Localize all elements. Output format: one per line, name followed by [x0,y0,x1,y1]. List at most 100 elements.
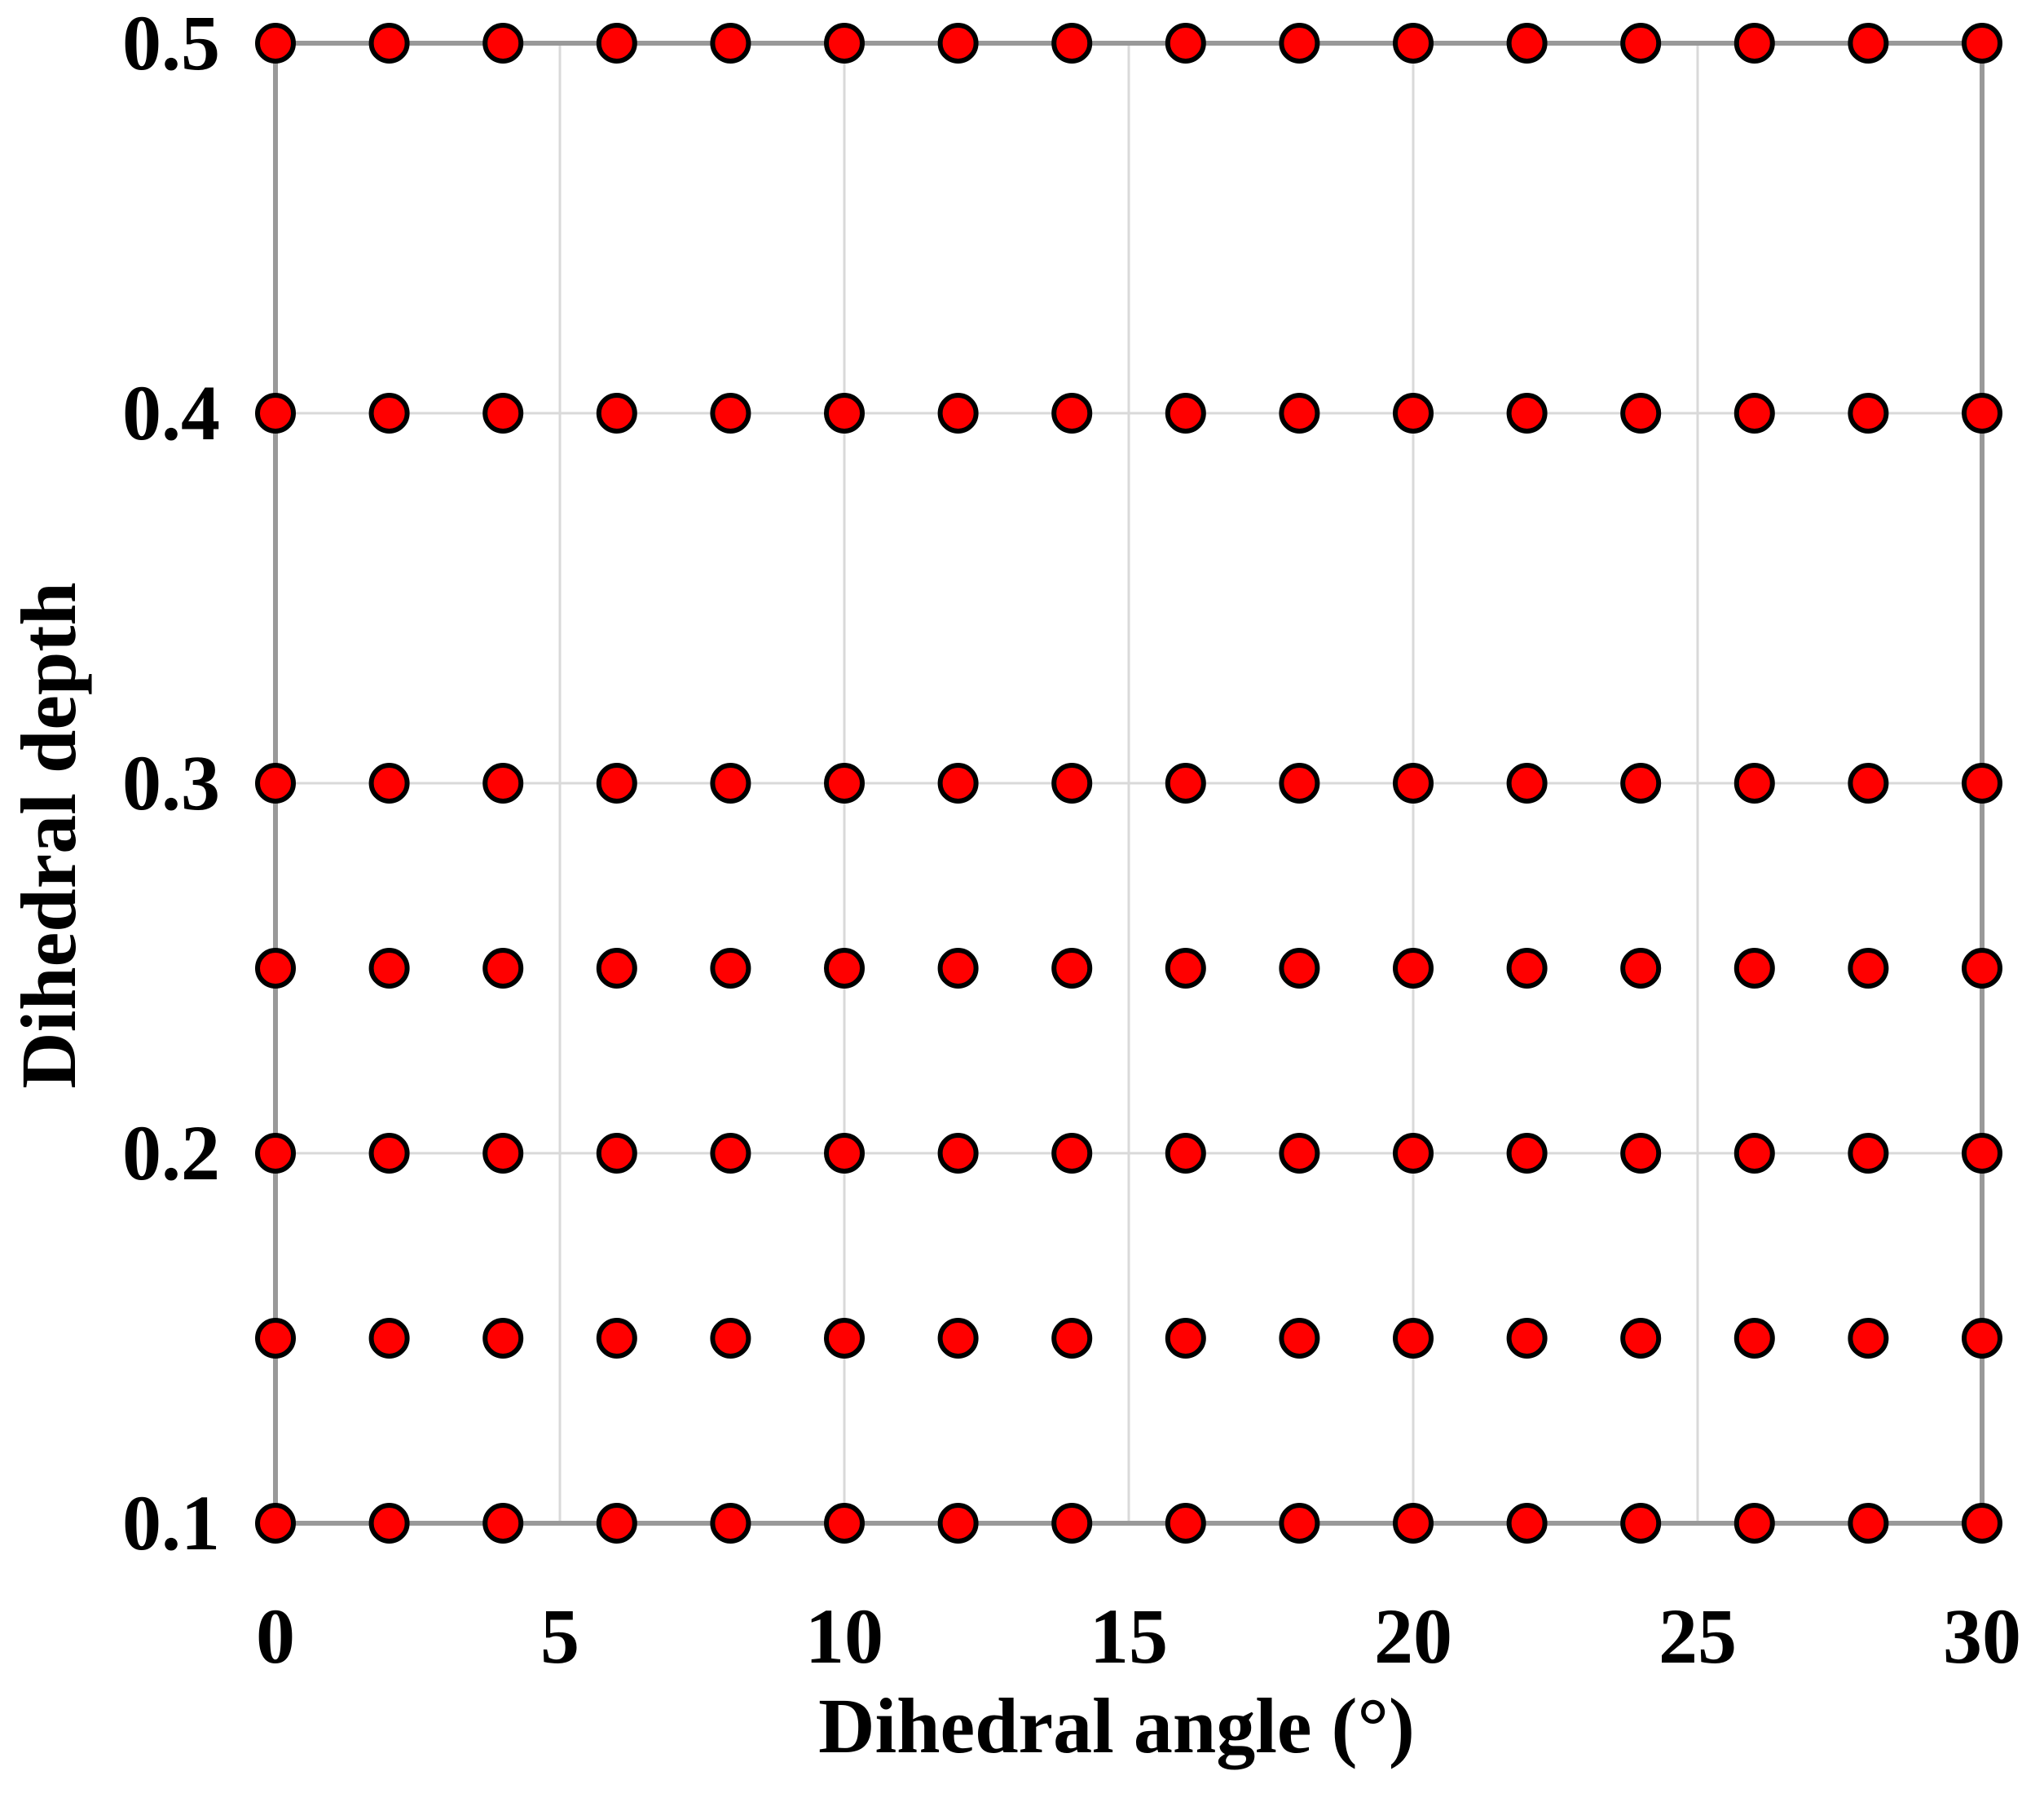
y-tick-label-0: 0.1 [122,1479,220,1566]
data-point-7-6 [1051,23,1093,64]
data-point-7-0 [1051,1503,1093,1544]
data-point-4-4 [710,763,751,804]
data-point-1-6 [368,23,410,64]
data-point-12-6 [1620,23,1662,64]
data-point-13-1 [1733,1318,1775,1359]
x-axis-label: Dihedral angle (°) [818,1682,1415,1769]
data-point-10-3 [1393,948,1434,989]
data-point-12-0 [1620,1503,1662,1544]
data-point-8-6 [1165,23,1206,64]
x-tick-label-4: 20 [1374,1593,1452,1680]
data-point-5-0 [824,1503,865,1544]
y-tick-label-2: 0.3 [122,739,220,826]
data-point-5-1 [824,1318,865,1359]
data-point-5-5 [824,393,865,434]
data-point-10-4 [1393,763,1434,804]
y-tick-label-3: 0.4 [122,369,220,456]
data-point-4-2 [710,1133,751,1174]
data-point-13-2 [1733,1133,1775,1174]
data-point-3-0 [596,1503,637,1544]
data-point-11-1 [1506,1318,1548,1359]
data-point-12-5 [1620,393,1662,434]
data-point-5-4 [824,763,865,804]
data-point-4-1 [710,1318,751,1359]
data-point-11-4 [1506,763,1548,804]
data-point-15-6 [1962,23,2002,64]
x-tick-labels: 0 5 10 15 20 25 30 [256,1593,2021,1680]
data-point-8-2 [1165,1133,1206,1174]
data-point-11-0 [1506,1503,1548,1544]
data-point-4-3 [710,948,751,989]
data-point-14-1 [1848,1318,1889,1359]
data-point-5-2 [824,1133,865,1174]
data-point-6-4 [937,763,979,804]
data-point-14-3 [1848,948,1889,989]
data-point-6-5 [937,393,979,434]
data-point-7-1 [1051,1318,1093,1359]
data-point-12-3 [1620,948,1662,989]
data-point-7-3 [1051,948,1093,989]
data-point-6-1 [937,1318,979,1359]
data-point-12-4 [1620,763,1662,804]
data-point-8-1 [1165,1318,1206,1359]
data-point-6-3 [937,948,979,989]
data-point-3-5 [596,393,637,434]
data-point-3-1 [596,1318,637,1359]
data-point-8-5 [1165,393,1206,434]
x-tick-label-5: 25 [1659,1593,1737,1680]
data-point-2-2 [482,1133,524,1174]
data-point-1-2 [368,1133,410,1174]
data-point-6-2 [937,1133,979,1174]
data-point-1-4 [368,763,410,804]
data-point-8-0 [1165,1503,1206,1544]
data-point-9-1 [1279,1318,1320,1359]
data-point-9-2 [1279,1133,1320,1174]
data-point-14-6 [1848,23,1889,64]
x-tick-label-6: 30 [1943,1593,2021,1680]
data-point-1-1 [368,1318,410,1359]
data-point-6-6 [937,23,979,64]
grid-lines [274,42,1984,1525]
data-point-0-4 [255,763,296,804]
data-point-3-4 [596,763,637,804]
data-point-1-5 [368,393,410,434]
data-point-9-5 [1279,393,1320,434]
x-tick-label-2: 10 [805,1593,883,1680]
data-point-14-4 [1848,763,1889,804]
data-point-12-2 [1620,1133,1662,1174]
data-point-0-2 [255,1133,296,1174]
data-point-3-3 [596,948,637,989]
data-point-15-4 [1962,763,2002,804]
data-point-2-0 [482,1503,524,1544]
data-point-15-2 [1962,1133,2002,1174]
data-point-14-2 [1848,1133,1889,1174]
data-point-1-3 [368,948,410,989]
data-point-5-6 [824,23,865,64]
x-tick-label-1: 5 [540,1593,579,1680]
data-point-10-2 [1393,1133,1434,1174]
data-point-1-0 [368,1503,410,1544]
data-point-7-2 [1051,1133,1093,1174]
data-point-2-6 [482,23,524,64]
data-point-0-1 [255,1318,296,1359]
data-point-13-6 [1733,23,1775,64]
data-point-13-3 [1733,948,1775,989]
data-point-9-6 [1279,23,1320,64]
data-point-0-5 [255,393,296,434]
data-point-4-0 [710,1503,751,1544]
x-tick-label-3: 15 [1090,1593,1168,1680]
data-point-9-4 [1279,763,1320,804]
data-point-0-0 [255,1503,296,1544]
data-point-13-0 [1733,1503,1775,1544]
data-point-0-3 [255,948,296,989]
data-point-13-5 [1733,393,1775,434]
data-point-8-3 [1165,948,1206,989]
data-point-5-3 [824,948,865,989]
data-point-11-6 [1506,23,1548,64]
y-tick-label-4: 0.5 [122,0,220,86]
data-point-2-3 [482,948,524,989]
data-point-11-2 [1506,1133,1548,1174]
data-point-9-0 [1279,1503,1320,1544]
data-point-12-1 [1620,1318,1662,1359]
